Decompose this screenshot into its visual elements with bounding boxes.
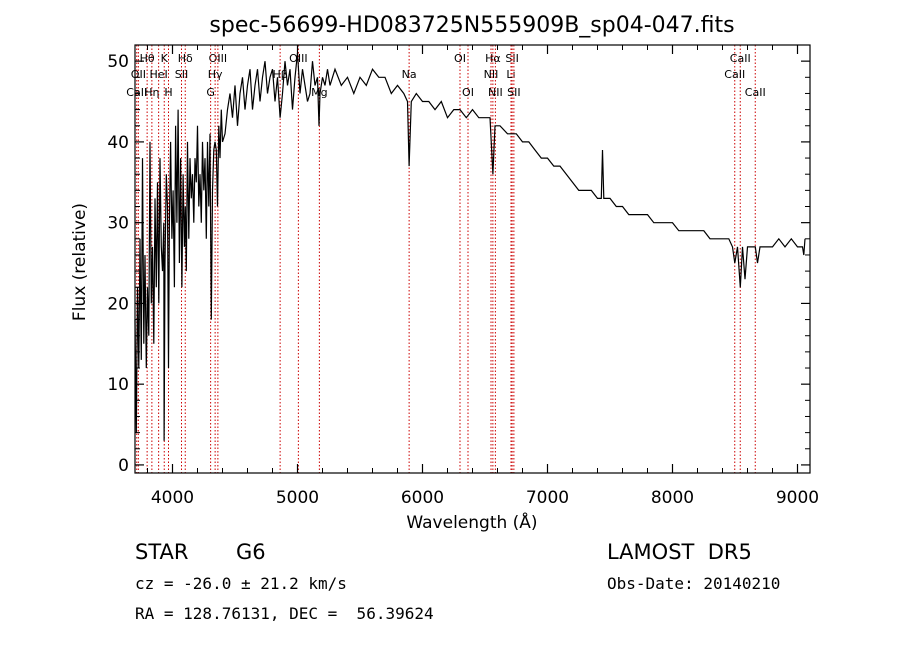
x-tick-label: 9000: [776, 488, 819, 508]
line-marker-label: K: [161, 52, 169, 65]
y-tick-label: 40: [107, 133, 129, 153]
x-tick-label: 5000: [276, 488, 319, 508]
y-axis-label: Flux (relative): [70, 203, 90, 321]
survey-label: LAMOST DR5: [607, 540, 752, 564]
line-marker-label: G: [206, 86, 215, 99]
coordinates-text: RA = 128.76131, DEC = 56.39624: [135, 604, 434, 623]
line-marker-label: Mg: [311, 86, 327, 99]
line-marker-label: Hδ: [178, 52, 193, 65]
line-marker-label: Hγ: [208, 68, 223, 81]
object-class: STAR: [135, 540, 189, 564]
x-tick-label: 4000: [151, 488, 194, 508]
chart-title: spec-56699-HD083725N555909B_sp04-047.fit…: [209, 13, 734, 38]
y-tick-label: 20: [107, 294, 129, 314]
line-marker-label: CaII: [745, 86, 766, 99]
line-marker-label: SII: [175, 68, 188, 81]
y-tick-label: 0: [118, 456, 129, 476]
redshift-text: cz = -26.0 ± 21.2 km/s: [135, 574, 347, 593]
line-marker-label: Hθ: [140, 52, 155, 65]
y-tick-label: 10: [107, 375, 129, 395]
line-marker-label: OI: [454, 52, 466, 65]
spectrum-line: [134, 53, 806, 441]
line-marker-label: CaII: [126, 86, 147, 99]
x-axis-label: Wavelength (Å): [406, 511, 537, 533]
x-tick-label: 8000: [651, 488, 694, 508]
line-marker-label: H: [164, 86, 172, 99]
x-tick-label: 6000: [401, 488, 444, 508]
line-marker-label: CaII: [724, 68, 745, 81]
line-marker-label: CaII: [730, 52, 751, 65]
line-marker-label: Hη: [144, 86, 159, 99]
line-marker-label: Na: [402, 68, 417, 81]
line-marker-label: OII: [131, 68, 146, 81]
line-marker-label: OIII: [209, 52, 227, 65]
y-tick-label: 30: [107, 214, 129, 234]
x-tick-label: 7000: [526, 488, 569, 508]
line-marker-label: HeI: [149, 68, 167, 81]
object-subclass: G6: [236, 540, 266, 564]
obs-date-text: Obs-Date: 20140210: [607, 574, 781, 593]
y-axis: 0 10 20 30 40 50: [107, 52, 810, 476]
line-marker-label: SII: [507, 86, 520, 99]
line-marker-label: Li: [506, 68, 515, 81]
line-marker-label: NII: [488, 86, 503, 99]
line-marker-label: SII: [505, 52, 518, 65]
line-marker-label: OI: [462, 86, 474, 99]
x-axis: 4000 5000 6000 7000 8000 9000: [147, 45, 819, 508]
line-marker-label: Hα: [485, 52, 501, 65]
y-tick-label: 50: [107, 52, 129, 72]
line-marker-label: NII: [484, 68, 499, 81]
